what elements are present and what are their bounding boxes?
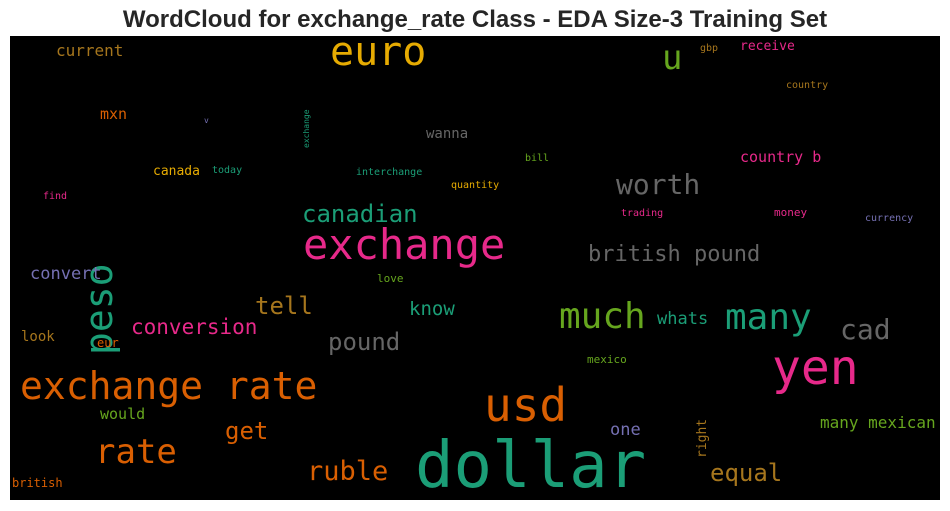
word-convert: convert — [30, 266, 102, 283]
word-currency: currency — [865, 214, 913, 224]
word-bill: bill — [525, 154, 549, 164]
word-canadian: canadian — [302, 202, 418, 226]
word-today: today — [212, 166, 242, 176]
word-receive: receive — [740, 40, 795, 53]
word-eur: eur — [97, 337, 119, 349]
word-wanna: wanna — [426, 127, 468, 141]
word-one: one — [610, 422, 641, 439]
word-trading: trading — [621, 209, 663, 219]
word-would: would — [100, 407, 145, 422]
word-look: look — [21, 330, 55, 344]
word-money: money — [774, 207, 807, 218]
word-interchange: interchange — [356, 168, 422, 178]
word-whats: whats — [657, 311, 708, 328]
word-right: right — [696, 419, 709, 458]
word-usd: usd — [484, 382, 567, 428]
word-conversion: conversion — [131, 317, 257, 338]
word-euro: euro — [330, 36, 426, 72]
word-exchange-rate: exchange rate — [20, 367, 317, 405]
word-quantity: quantity — [451, 181, 499, 191]
word-many: many — [725, 300, 812, 336]
word-love: love — [377, 273, 404, 284]
word-british: british — [12, 477, 63, 489]
chart-title: WordCloud for exchange_rate Class - EDA … — [0, 5, 950, 35]
wordcloud-panel: dollar exchange exchange rate yen usd euro pes… — [10, 36, 940, 500]
word-yen: yen — [772, 344, 859, 392]
word-u: u — [662, 41, 682, 75]
word-current: current — [56, 43, 123, 59]
word-dollar: dollar — [415, 434, 646, 498]
word-british-pound: british pound — [588, 244, 760, 266]
word-country-b: country b — [740, 150, 821, 165]
word-country: country — [786, 81, 828, 91]
word-ruble: ruble — [307, 458, 388, 485]
word-gbp: gbp — [700, 44, 718, 54]
word-exchange: exchange — [303, 110, 311, 149]
word-tell: tell — [255, 294, 313, 318]
word-know: know — [409, 300, 455, 319]
word-canada: canada — [153, 165, 200, 178]
word-pound: pound — [328, 330, 400, 354]
word-equal: equal — [710, 461, 782, 485]
word-worth: worth — [616, 171, 700, 199]
word-mxn: mxn — [100, 107, 127, 122]
word-many-mexican: many mexican — [820, 415, 936, 431]
word-v: v — [204, 117, 209, 125]
word-get: get — [225, 419, 268, 443]
word-cad: cad — [840, 316, 891, 344]
word-much: much — [559, 299, 646, 335]
word-exchange: exchange — [303, 224, 505, 266]
word-rate: rate — [95, 435, 177, 469]
word-find: find — [43, 192, 67, 202]
word-mexico: mexico — [587, 354, 627, 365]
